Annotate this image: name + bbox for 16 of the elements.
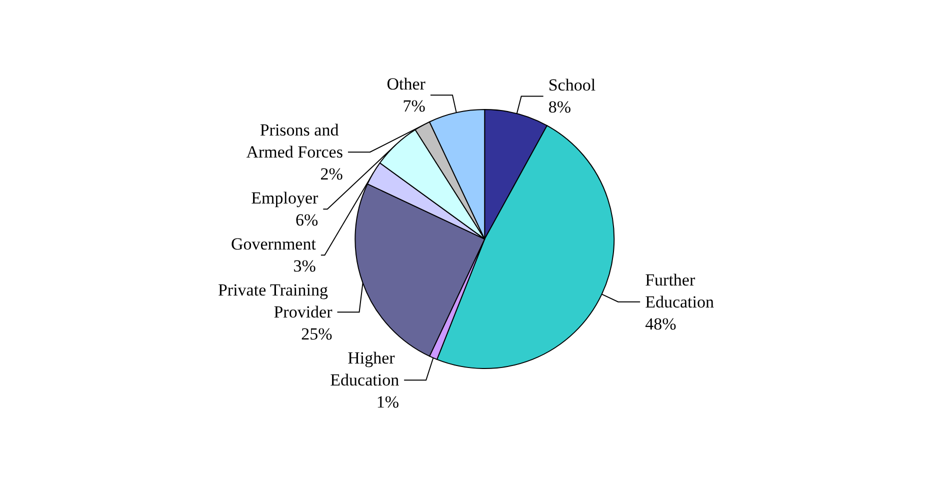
data-label: 48% [645,314,676,334]
data-label: 25% [301,324,332,344]
data-label: 8% [548,98,571,117]
data-label: 7% [402,96,426,116]
slice-label: Private Training Provider [218,280,333,322]
data-label: 6% [296,210,318,230]
data-label: 1% [376,392,400,412]
slice-label: Government [230,234,316,254]
slice-label: Higher Education [330,348,400,390]
slice-label: Other [386,74,426,94]
data-label: 3% [293,256,316,276]
slice-label: Employer [251,188,319,208]
slice-label: Further Education [645,270,715,312]
slice-label: Prisons and Armed Forces [246,120,343,162]
data-label: 2% [320,164,343,184]
slice-label: School [548,76,596,95]
